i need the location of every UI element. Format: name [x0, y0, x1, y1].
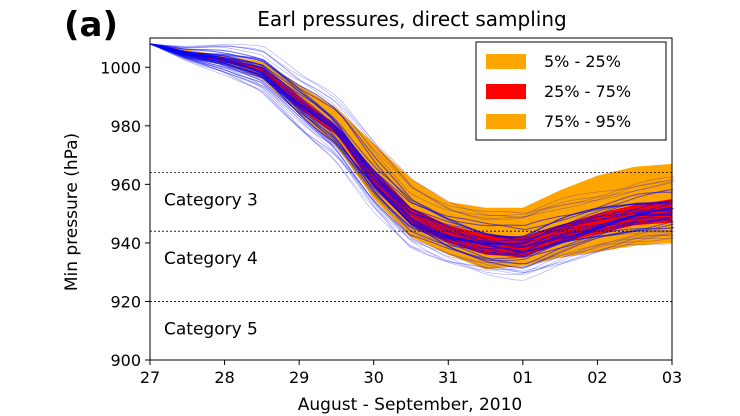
member-track	[149, 43, 673, 231]
x-tick-label: 01	[513, 368, 533, 387]
x-tick-label: 29	[289, 368, 309, 387]
member-track	[149, 43, 672, 242]
member-track	[149, 43, 672, 271]
member-track	[149, 43, 671, 274]
member-track	[149, 43, 675, 219]
y-tick-label: 960	[110, 175, 141, 194]
ensemble-member-tracks	[149, 43, 675, 281]
legend-swatch-3	[486, 114, 526, 129]
member-track	[149, 43, 674, 264]
member-track	[149, 43, 670, 239]
member-track	[149, 43, 672, 221]
y-axis-label: Min pressure (hPa)	[62, 133, 82, 291]
x-tick-label: 28	[214, 368, 234, 387]
member-track	[149, 43, 671, 242]
x-tick-label: 31	[438, 368, 458, 387]
y-tick-label: 900	[110, 351, 141, 370]
member-track	[149, 43, 671, 218]
legend-label-2: 25% - 75%	[544, 82, 631, 101]
x-axis-ticks: 27 28 29 30 31 01 02 03	[140, 360, 682, 387]
y-tick-label: 940	[110, 234, 141, 253]
member-track	[149, 43, 670, 256]
band-2	[150, 43, 672, 258]
category-thresholds: Category 3 Category 4 Category 5	[150, 172, 672, 339]
plot-frame	[149, 37, 673, 361]
member-track	[149, 43, 670, 276]
member-track	[149, 43, 675, 275]
category-label: Category 5	[164, 319, 258, 339]
member-track	[149, 43, 675, 268]
x-axis-label: August - September, 2010	[298, 395, 522, 415]
member-track	[149, 43, 675, 214]
member-track	[149, 43, 675, 216]
category-label: Category 4	[164, 249, 258, 269]
category-label: Category 3	[164, 191, 258, 211]
x-tick-label: 03	[662, 368, 682, 387]
legend-label-3: 75% - 95%	[544, 112, 631, 131]
panel-label: (a)	[64, 5, 118, 45]
y-tick-label: 980	[110, 117, 141, 136]
x-tick-label: 27	[140, 368, 160, 387]
legend-swatch-1	[486, 54, 526, 69]
x-tick-label: 02	[587, 368, 607, 387]
member-track	[149, 43, 674, 262]
chart-title: Earl pressures, direct sampling	[257, 7, 566, 31]
member-track	[149, 43, 671, 269]
legend: 5% - 25% 25% - 75% 75% - 95%	[475, 41, 667, 141]
y-axis-ticks: 900 920 940 960 980 1000	[100, 58, 150, 370]
y-tick-label: 1000	[100, 58, 141, 77]
member-track	[149, 43, 671, 272]
legend-swatch-2	[486, 84, 526, 99]
member-track	[149, 43, 672, 281]
member-track	[149, 43, 675, 274]
y-tick-label: 920	[110, 292, 141, 311]
member-track	[149, 43, 672, 246]
legend-label-1: 5% - 25%	[544, 52, 621, 71]
x-tick-label: 30	[364, 368, 384, 387]
